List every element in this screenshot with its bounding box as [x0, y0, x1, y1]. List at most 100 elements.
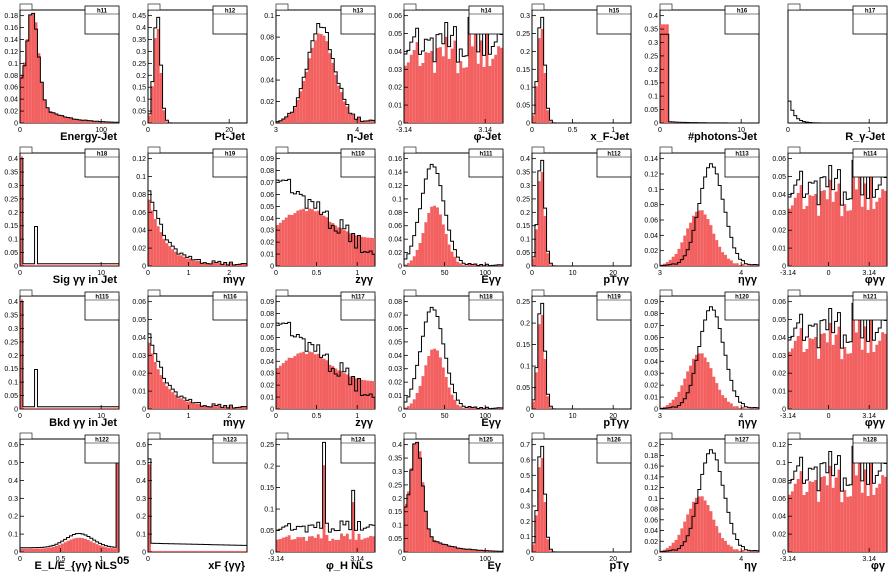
bar-filled — [159, 72, 163, 123]
y-tick-label: 0.05 — [260, 347, 274, 354]
bar-filled — [828, 322, 832, 409]
stats-box — [212, 434, 248, 464]
bar-filled — [878, 197, 882, 266]
bar-filled — [671, 542, 675, 552]
bar-filled — [328, 53, 332, 123]
bar-filled — [107, 264, 111, 266]
bar-filled — [316, 33, 320, 123]
bar-filled — [177, 550, 181, 552]
y-tick-label: 0.05 — [644, 347, 658, 354]
y-tick-label: 0.07 — [260, 180, 274, 187]
bar-filled — [37, 53, 41, 124]
x-tick-label: 0 — [18, 127, 22, 134]
bar-filled — [473, 264, 477, 266]
bar-filled — [881, 189, 885, 266]
y-tick-label: 0.3 — [136, 496, 146, 503]
y-tick-label: 0.5 — [520, 473, 530, 480]
bar-filled — [28, 548, 32, 552]
bar-filled — [793, 197, 797, 266]
y-tick-label: 0 — [14, 550, 18, 557]
y-tick-label: 0.15 — [4, 366, 18, 373]
bar-filled — [25, 548, 29, 552]
x-axis-label: φγγ — [865, 274, 886, 286]
step-outline — [787, 100, 887, 124]
bar-filled — [808, 195, 812, 266]
bar-filled — [188, 401, 192, 409]
bar-filled — [150, 210, 154, 266]
y-tick-label: 0.01 — [644, 395, 658, 402]
y-tick-label: 0 — [654, 264, 658, 271]
y-tick-label: 0.3 — [8, 496, 18, 503]
x-axis-label: Eγγ — [481, 417, 501, 429]
bar-filled — [86, 120, 90, 123]
bar-filled — [113, 407, 117, 409]
bar-filled — [793, 483, 797, 552]
y-tick-label: 0.05 — [132, 317, 146, 324]
y-tick-label: 0.03 — [260, 371, 274, 378]
bar-filled — [683, 378, 687, 409]
histogram-title: h112 — [607, 152, 621, 158]
bar-filled — [415, 442, 419, 552]
y-tick-label: 0 — [654, 550, 658, 557]
bar-filled — [302, 80, 306, 123]
bar-filled — [849, 496, 853, 552]
bar-filled — [470, 264, 474, 266]
y-tick-label: 0.12 — [772, 442, 786, 449]
x-axis-label: mγγ — [223, 417, 246, 429]
histogram-title: h124 — [351, 438, 365, 444]
bar-filled — [543, 501, 547, 552]
y-tick-label: 0 — [142, 550, 146, 557]
x-tick-label: 3.14 — [862, 556, 876, 563]
bar-filled — [674, 253, 678, 266]
bar-filled — [532, 115, 535, 123]
bar-filled — [86, 264, 90, 266]
bar-filled — [171, 392, 175, 409]
y-tick-label: 0.25 — [644, 53, 658, 60]
bar-filled — [706, 219, 710, 266]
panel-h120: 0 0.01 0.02 0.03 0.04 0.05 0.06 0.07 0.08 0.09 3 4η… — [644, 289, 760, 429]
x-tick-label: -3.14 — [268, 556, 284, 563]
bar-filled — [357, 533, 361, 552]
y-tick-label: 0.15 — [132, 85, 146, 92]
bar-filled — [427, 528, 431, 552]
y-tick-label: 0.03 — [772, 210, 786, 217]
bar-filled — [69, 539, 73, 552]
y-tick-label: 0 — [398, 264, 402, 271]
bar-filled — [299, 91, 303, 123]
bar-filled — [424, 222, 428, 266]
x-tick-label: 0 — [274, 413, 278, 420]
bar-filled — [104, 547, 108, 552]
stats-box — [212, 148, 248, 178]
y-tick-label: 0.25 — [516, 196, 530, 203]
bar-filled — [75, 407, 79, 409]
x-tick-label: 0 — [18, 413, 22, 420]
bar-filled — [337, 370, 341, 409]
bar-filled — [462, 548, 466, 552]
bar-filled — [287, 114, 291, 123]
y-tick-label: 0.03 — [644, 371, 658, 378]
bar-filled — [497, 407, 501, 409]
bar-filled — [276, 121, 279, 123]
x-tick-label: 0 — [18, 556, 22, 563]
y-tick-label: 0.06 — [132, 299, 146, 306]
x-axis-label: x_F-Jet — [590, 131, 629, 143]
bar-filled — [735, 263, 739, 266]
bar-filled — [724, 397, 727, 409]
bar-filled — [741, 263, 745, 266]
bar-filled — [854, 189, 858, 266]
bar-filled — [860, 492, 864, 552]
bar-filled — [415, 250, 419, 266]
y-tick-label: 0.06 — [4, 85, 18, 92]
bar-filled — [66, 407, 70, 409]
y-tick-label: 0.04 — [644, 233, 658, 240]
bar-filled — [817, 501, 821, 552]
y-tick-label: 0.04 — [132, 335, 146, 342]
bar-filled — [881, 475, 885, 552]
y-tick-label: 0.05 — [260, 528, 274, 535]
bar-filled — [319, 357, 323, 409]
bar-filled — [354, 235, 358, 266]
bar-filled — [229, 550, 233, 552]
x-tick-label: 3 — [658, 556, 662, 563]
bar-filled — [453, 547, 457, 552]
bar-filled — [75, 264, 79, 266]
